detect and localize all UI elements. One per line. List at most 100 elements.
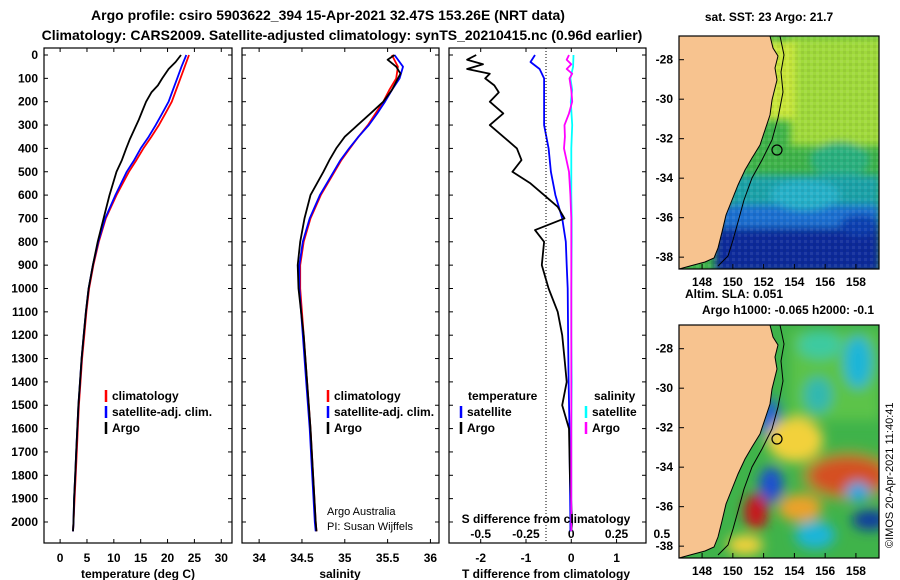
x-tick-label: 0 — [568, 551, 575, 565]
depth-tick-label: 2000 — [11, 515, 38, 529]
series-line-temperature-argo — [466, 54, 574, 532]
sla-map — [679, 325, 879, 558]
lon-tick-label: 156 — [815, 564, 835, 578]
depth-tick-label: 1800 — [11, 468, 38, 482]
temperature-legend: climatology satellite-adj. clim. Argo — [104, 389, 212, 435]
lon-tick-label: 158 — [846, 564, 866, 578]
x-tick-label: 35.5 — [376, 551, 400, 565]
depth-tick-label: 300 — [18, 118, 38, 132]
depth-tick-label: 200 — [18, 95, 38, 109]
sla-low6 — [852, 510, 879, 530]
series-line-satellite-adj-clim — [298, 54, 404, 532]
salinity-axis-label: salinity — [319, 567, 361, 580]
sst-map-lat-ticks: -28 -30 -32 -34 -36 -38 — [656, 53, 684, 264]
x-tick-label: -0.5 — [470, 527, 491, 541]
sla-low4 — [759, 467, 783, 503]
sla-low7 — [795, 521, 835, 549]
x-tick-label: -2 — [475, 551, 486, 565]
depth-tick-label: 900 — [18, 258, 38, 272]
figure-title-line2: Climatology: CARS2009. Satellite-adjuste… — [42, 27, 643, 43]
x-tick-label: 0 — [568, 527, 575, 541]
sla-high — [767, 418, 823, 462]
sst-isobath — [717, 36, 785, 267]
legend-label-satellite: satellite-adj. clim. — [112, 405, 212, 419]
lat-tick-label: -36 — [656, 211, 674, 225]
temperature-series — [72, 54, 190, 532]
x-tick-label: 0.25 — [605, 527, 629, 541]
s-difference-axis-label: S difference from climatology — [462, 512, 631, 526]
salinity-series — [296, 54, 404, 532]
x-tick-label: 25 — [188, 551, 202, 565]
t-difference-axis-label: T difference from climatology — [462, 567, 630, 580]
depth-tick-label: 500 — [18, 165, 38, 179]
lat-tick-label: -30 — [656, 92, 674, 106]
lat-tick-label: -34 — [656, 171, 674, 185]
depth-tick-label: 1300 — [11, 352, 38, 366]
x-tick-label: 0.5 — [654, 527, 671, 541]
series-line-argo — [296, 54, 402, 532]
x-tick-label: -1 — [521, 551, 532, 565]
difference-panel-frame — [448, 47, 647, 544]
sla-blob — [798, 331, 842, 359]
sla-low — [844, 336, 872, 388]
legend-label-satellite: satellite-adj. clim. — [334, 405, 434, 419]
temperature-x-ticks: 0 5 10 15 20 25 30 — [57, 48, 228, 565]
depth-tick-label: 0 — [31, 48, 38, 62]
x-tick-label: 0 — [57, 551, 64, 565]
lat-tick-label: -28 — [656, 53, 674, 67]
x-tick-label: 35 — [338, 551, 352, 565]
x-tick-label: 20 — [161, 551, 175, 565]
figure-title-line1: Argo profile: csiro 5903622_394 15-Apr-2… — [91, 7, 565, 23]
sst-profile-marker — [771, 144, 783, 156]
depth-tick-label: 700 — [18, 211, 38, 225]
depth-tick-label: 1600 — [11, 422, 38, 436]
lon-tick-label: 156 — [815, 275, 835, 289]
depth-tick-label: 100 — [18, 71, 38, 85]
sst-australia-land — [679, 36, 779, 269]
depth-tick-label: 1900 — [11, 492, 38, 506]
temperature-axis-label: temperature (deg C) — [81, 567, 195, 580]
sst-map — [679, 36, 879, 269]
sla-map-title-line2: Argo h1000: -0.065 h2000: -0.1 — [702, 303, 874, 317]
sst-map-lon-ticks: 148 150 152 154 156 158 — [692, 264, 866, 289]
lon-tick-label: 154 — [784, 564, 804, 578]
legend-label-s-satellite: satellite — [592, 405, 637, 419]
salinity-x-ticks: 34 34.5 35 35.5 36 — [252, 48, 437, 565]
depth-tick-label: 1400 — [11, 375, 38, 389]
sst-map-title: sat. SST: 23 Argo: 21.7 — [705, 10, 834, 24]
depth-tick-labels: 0 100 200 300 400 500 600 700 800 900 1000 1100 1200… — [11, 48, 646, 529]
imos-timestamp: ©IMOS 20-Apr-2021 11:40:41 — [884, 403, 896, 548]
x-tick-label: 34 — [252, 551, 266, 565]
x-tick-label: 34.5 — [290, 551, 314, 565]
legend-label-climatology: climatology — [112, 389, 179, 403]
legend-label-argo: Argo — [112, 421, 140, 435]
lat-tick-label: -34 — [656, 460, 674, 474]
lat-tick-label: -32 — [656, 132, 674, 146]
legend-label-t-argo: Argo — [467, 421, 495, 435]
sla-map-lon-ticks: 148 150 152 154 156 158 — [692, 553, 866, 578]
x-tick-label: 30 — [215, 551, 229, 565]
sla-map-frame — [678, 324, 880, 559]
depth-tick-label: 1200 — [11, 328, 38, 342]
salinity-panel-frame — [241, 47, 440, 544]
sla-map-lat-ticks: -28 -30 -32 -34 -36 -38 — [656, 342, 684, 553]
sst-map-frame — [678, 35, 880, 270]
lon-tick-label: 148 — [692, 275, 712, 289]
series-line-temperature-satellite — [529, 54, 572, 532]
depth-tick-label: 400 — [18, 141, 38, 155]
depth-tick-label: 800 — [18, 235, 38, 249]
series-line-climatology — [299, 54, 399, 532]
x-tick-label: 10 — [107, 551, 121, 565]
difference-series — [466, 54, 575, 532]
credit-pi: PI: Susan Wijffels — [327, 521, 413, 533]
lon-tick-label: 150 — [723, 564, 743, 578]
lat-tick-label: -38 — [656, 250, 674, 264]
lat-tick-label: -32 — [656, 421, 674, 435]
x-tick-label: -0.25 — [512, 527, 540, 541]
legend-label-t-satellite: satellite — [467, 405, 512, 419]
x-tick-label: 5 — [84, 551, 91, 565]
series-line-satellite-adj-clim — [72, 54, 188, 532]
lon-tick-label: 148 — [692, 564, 712, 578]
temperature-panel-frame — [43, 47, 233, 544]
depth-tick-label: 1000 — [11, 281, 38, 295]
